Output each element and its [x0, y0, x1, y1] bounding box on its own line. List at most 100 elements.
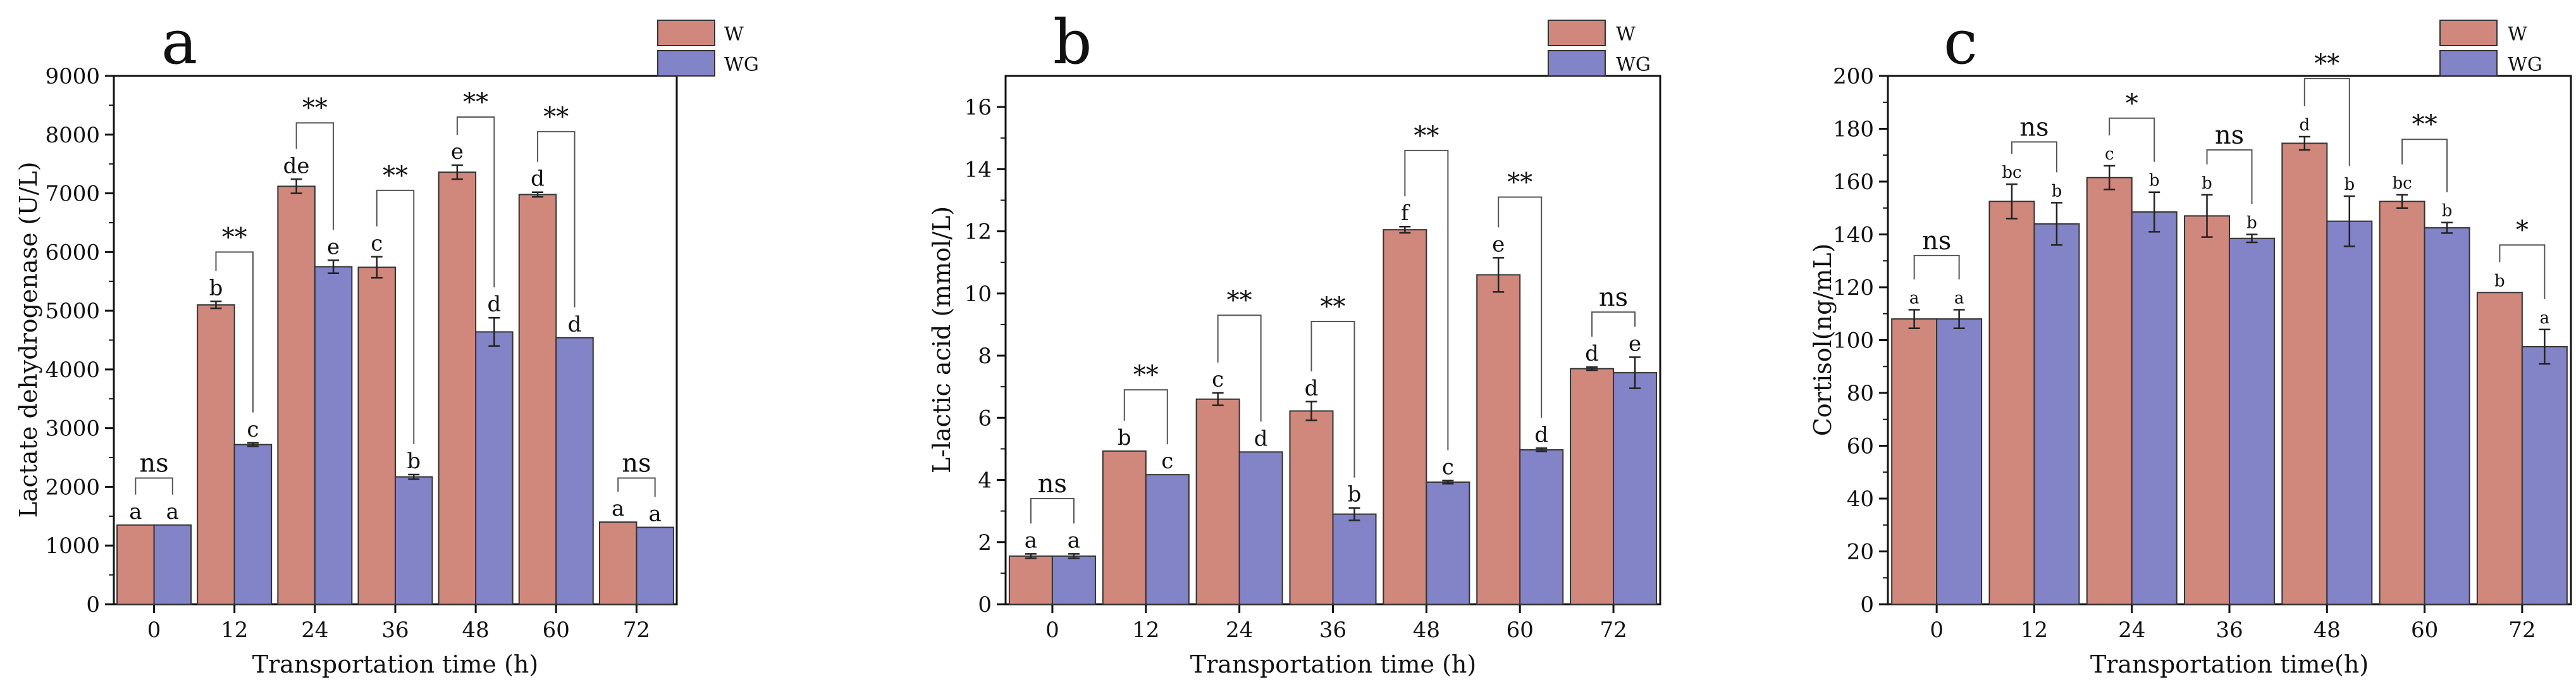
x-tick-label: 24: [1226, 618, 1253, 643]
bar-WG-24: [314, 266, 353, 605]
x-tick-label: 60: [2411, 618, 2438, 643]
bar-WG-36: [2229, 237, 2275, 605]
panel-b-ylabel: L-lactic acid (mmol/L): [928, 206, 956, 473]
x-tick-label: 12: [221, 618, 248, 643]
letter-label: a: [1025, 528, 1037, 553]
panel-b-xlabel: Transportation time (h): [1190, 650, 1476, 678]
bar-W-36: [1289, 410, 1334, 605]
legend-label-W: W: [2508, 23, 2527, 46]
letter-label: a: [1954, 289, 1964, 308]
x-tick-label: 48: [462, 618, 490, 643]
letter-label: c: [1161, 449, 1173, 474]
letter-label: c: [371, 231, 383, 256]
y-tick-label: 3000: [45, 416, 100, 442]
letter-label: d: [1305, 376, 1319, 401]
significance-bracket: [1913, 254, 1960, 280]
letter-label: b: [2344, 175, 2355, 194]
bar-W-12: [1988, 201, 2035, 605]
letter-label: c: [1442, 455, 1454, 480]
bar-WG-12: [2033, 223, 2080, 605]
letter-label: e: [451, 139, 464, 165]
legend-swatch-WG: [1548, 50, 1606, 77]
legend-swatch-W: [2439, 20, 2498, 46]
bar-W-48: [2281, 142, 2328, 605]
significance-bracket: [1217, 314, 1262, 422]
y-tick-label: 0: [978, 592, 992, 618]
y-tick-label: 16: [964, 95, 992, 120]
significance-label: ns: [1038, 469, 1067, 499]
legend-label-W: W: [1616, 23, 1636, 46]
significance-label: ns: [2019, 113, 2049, 142]
letter-label: b: [1348, 482, 1362, 507]
significance-label: *: [2126, 89, 2138, 118]
y-tick-label: 60: [1847, 434, 1874, 459]
bar-W-12: [1102, 450, 1147, 605]
letter-label: b: [1118, 425, 1131, 451]
letter-label: d: [1254, 426, 1268, 451]
x-tick-label: 36: [381, 618, 409, 643]
x-tick-label: 12: [1132, 618, 1159, 643]
significance-label: **: [1414, 121, 1439, 151]
significance-label: *: [2516, 216, 2529, 245]
significance-bracket: [617, 477, 656, 497]
y-tick-label: 140: [1833, 223, 1874, 248]
significance-bracket: [135, 477, 173, 495]
significance-label: ns: [1922, 227, 1951, 256]
bar-WG-0: [153, 524, 192, 605]
letter-label: d: [1534, 422, 1548, 447]
significance-label: **: [2314, 49, 2339, 78]
y-tick-label: 4000: [45, 357, 100, 383]
significance-bracket: [1404, 149, 1449, 451]
bar-WG-0: [1051, 555, 1096, 606]
significance-label: **: [463, 88, 488, 117]
letter-label: de: [283, 153, 310, 178]
significance-label: **: [1321, 292, 1346, 321]
bar-WG-48: [1426, 481, 1470, 605]
letter-label: b: [2052, 182, 2062, 201]
y-tick-label: 180: [1833, 117, 1874, 142]
panel-a-letter: a: [161, 7, 197, 78]
letter-label: c: [247, 417, 259, 442]
significance-bracket: [2109, 117, 2155, 162]
significance-label: ns: [2215, 121, 2244, 150]
legend-label-WG: WG: [2508, 54, 2542, 76]
significance-bracket: [1498, 196, 1543, 418]
x-tick-label: 24: [2118, 618, 2145, 643]
letter-label: a: [1909, 289, 1920, 308]
y-tick-label: 100: [1833, 328, 1874, 354]
panel-c-legend: W WG: [2439, 20, 2542, 77]
significance-bracket: [2401, 139, 2448, 192]
letter-label: e: [1492, 232, 1505, 257]
letter-label: d: [488, 292, 502, 317]
bar-W-36: [357, 266, 396, 605]
letter-label: bc: [2002, 163, 2021, 182]
y-tick-label: 160: [1833, 170, 1874, 195]
letter-label: d: [1585, 341, 1599, 366]
y-tick-label: 0: [86, 592, 100, 618]
bar-W-12: [197, 304, 235, 605]
bar-WG-48: [2326, 220, 2373, 605]
y-tick-label: 10: [964, 282, 992, 307]
significance-bracket: [537, 131, 576, 308]
significance-bracket: [1030, 498, 1075, 524]
panel-a-legend: W WG: [657, 20, 759, 77]
bar-WG-24: [1238, 451, 1283, 606]
significance-label: **: [1507, 168, 1532, 197]
significance-label: **: [222, 223, 247, 252]
letter-label: d: [568, 312, 582, 337]
y-tick-label: 120: [1833, 275, 1874, 301]
panel-c-ylabel: Cortisol(ng/mL): [1809, 244, 1837, 437]
x-tick-label: 48: [2314, 618, 2341, 643]
letter-label: b: [407, 449, 421, 474]
panel-a-xlabel: Transportation time (h): [252, 650, 538, 678]
bar-WG-60: [2424, 227, 2470, 605]
significance-label: **: [1227, 286, 1252, 315]
bar-WG-36: [395, 476, 433, 606]
bar-WG-36: [1332, 513, 1377, 606]
x-tick-label: 0: [1930, 618, 1944, 643]
y-tick-label: 40: [1847, 487, 1874, 512]
bar-WG-72: [1613, 372, 1658, 606]
